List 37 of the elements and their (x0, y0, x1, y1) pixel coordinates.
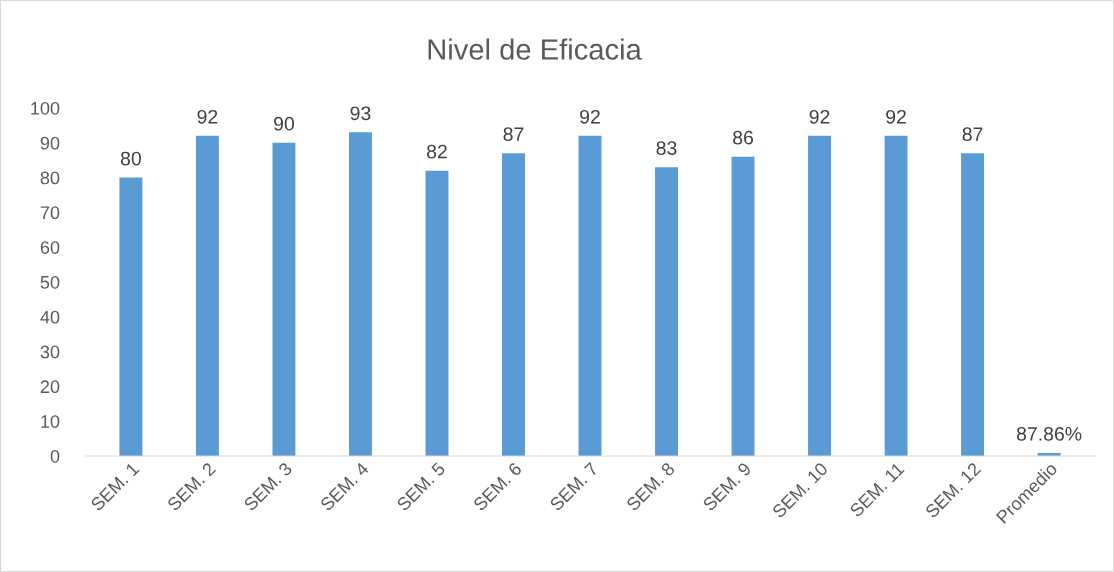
bar (272, 142, 296, 456)
y-tick-label: 50 (40, 275, 60, 289)
y-tick-label: 80 (40, 171, 60, 185)
y-tick-label: 60 (40, 241, 60, 254)
y-tick-label: 20 (40, 380, 60, 394)
y-tick-label: 10 (41, 415, 60, 428)
bar (425, 170, 449, 456)
data-label: 92 (197, 109, 218, 124)
y-tick-label: 40 (40, 310, 60, 324)
data-label: 92 (809, 109, 830, 124)
bar (655, 167, 678, 456)
data-label: 90 (274, 116, 294, 131)
data-label: 82 (427, 144, 447, 159)
data-label: 93 (350, 106, 371, 121)
bar (195, 135, 219, 456)
bar (578, 135, 602, 456)
y-tick-label: 30 (40, 345, 60, 359)
bar (731, 156, 755, 456)
y-tick-label: 70 (40, 206, 60, 220)
data-label: 80 (120, 151, 141, 166)
y-tick-label: 90 (40, 136, 60, 150)
data-label: 87 (962, 127, 983, 142)
chart-title: Nivel de Eficacia (428, 38, 642, 60)
data-label: 87.86% (1016, 427, 1082, 441)
bar (502, 153, 525, 456)
bar (961, 153, 985, 456)
data-label: 87 (503, 127, 524, 142)
data-label: 92 (886, 109, 906, 124)
y-tick-label: 0 (50, 449, 60, 463)
data-label: 92 (580, 109, 600, 124)
data-label: 86 (733, 130, 753, 145)
y-tick-label: 100 (31, 101, 60, 115)
bar (884, 135, 908, 456)
bar (808, 135, 832, 456)
data-label: 83 (656, 141, 677, 155)
bar (348, 132, 372, 456)
bar (119, 177, 143, 456)
